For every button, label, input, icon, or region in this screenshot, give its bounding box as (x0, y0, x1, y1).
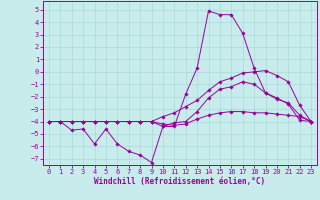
X-axis label: Windchill (Refroidissement éolien,°C): Windchill (Refroidissement éolien,°C) (94, 177, 266, 186)
